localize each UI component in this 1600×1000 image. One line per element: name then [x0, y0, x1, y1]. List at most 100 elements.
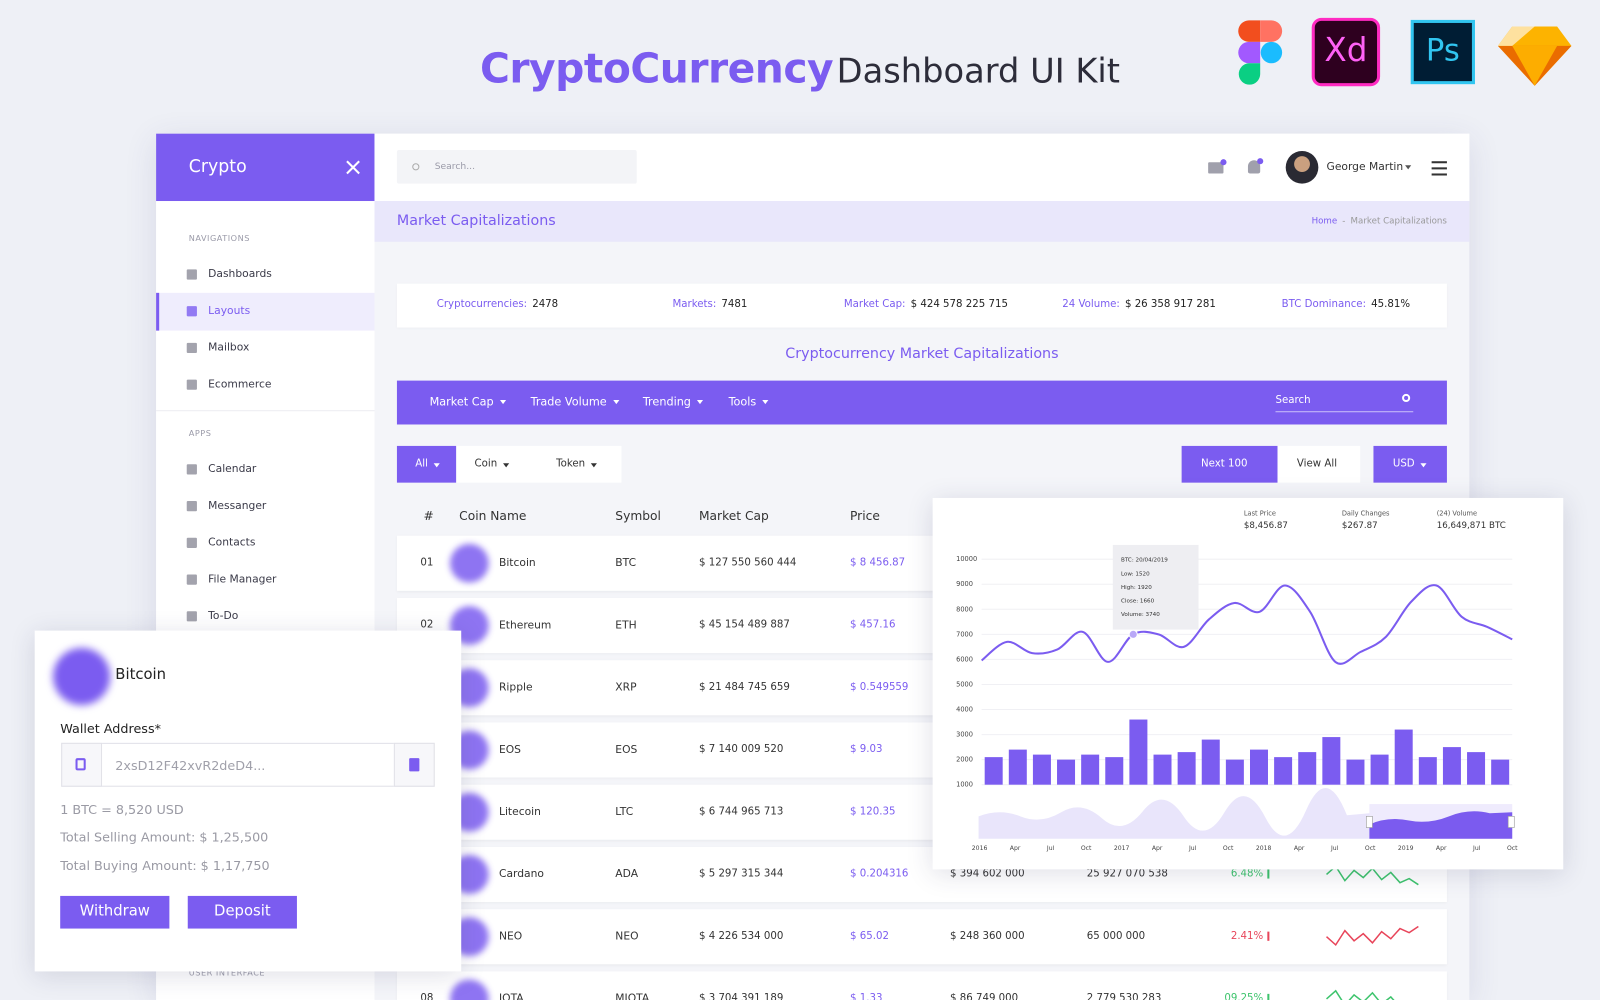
x-tick-label: Jul: [1188, 845, 1197, 852]
x-tick-label: Oct: [1365, 845, 1376, 852]
toolbar-menu[interactable]: Trade Volume: [530, 395, 607, 409]
stat: 24 Volume: $ 26 358 917 281: [1062, 299, 1221, 311]
coin-supply: 2 779 530 283: [1086, 992, 1162, 1000]
sidebar-item[interactable]: Dashboards: [208, 268, 272, 281]
chart: Last Price $8,456.87 Daily Changes $267.87 (…: [956, 509, 1518, 852]
toolbar: [396, 380, 1447, 425]
wallet-input-suffix[interactable]: [393, 742, 435, 787]
filter-button[interactable]: [1181, 445, 1278, 483]
sidebar-item-icon: [186, 379, 197, 390]
toolbar-menu[interactable]: Market Cap: [429, 395, 494, 409]
filter-button-label[interactable]: View All: [1296, 458, 1338, 470]
toolbar-menu[interactable]: Tools: [728, 395, 757, 409]
coin-symbol: NEO: [615, 930, 639, 943]
coin-price: $ 457.16: [849, 619, 896, 631]
coin-volume: $ 86 749 000: [949, 992, 1019, 1000]
user-name[interactable]: George Martin: [1326, 160, 1404, 174]
column-header: #: [423, 508, 434, 524]
wallet-button[interactable]: [187, 895, 297, 929]
wallet-address-input[interactable]: [61, 742, 435, 787]
coin-market-cap: $ 5 297 315 344: [698, 868, 784, 880]
navigator-area: [978, 787, 1370, 839]
avatar[interactable]: [1285, 151, 1319, 184]
x-tick-label: 2016: [972, 845, 988, 852]
wallet-buying: Total Buying Amount: $ 1,17,750: [60, 857, 270, 873]
wallet-input-prefix: [61, 742, 103, 787]
section-title: Cryptocurrency Market Capitalizations: [785, 345, 1059, 362]
menu-icon-bar: [1431, 173, 1447, 176]
filter-button[interactable]: [1373, 445, 1447, 483]
sidebar-item[interactable]: Mailbox: [208, 341, 250, 354]
filter-button-label[interactable]: Next 100: [1201, 458, 1248, 470]
coin-price: $ 65.02: [849, 930, 889, 942]
coin-name: Bitcoin: [498, 556, 536, 570]
breadcrumb-item: -: [1342, 216, 1346, 227]
stat: Market Cap: $ 424 578 225 715: [844, 299, 1013, 311]
title-rest: Dashboard UI Kit: [836, 51, 1121, 91]
coin-supply: 65 000 000: [1086, 930, 1146, 942]
caret-icon: [590, 463, 597, 468]
line: [980, 584, 1513, 665]
toolbar-search[interactable]: Search: [1275, 394, 1311, 407]
wallet-button-label[interactable]: Deposit: [214, 903, 271, 920]
search-box[interactable]: [396, 149, 637, 184]
x-tick-label: Apr: [1294, 845, 1305, 852]
chart-stat-label: Last Price: [1244, 509, 1276, 517]
coin-price: $ 8 456.87: [849, 557, 906, 569]
sidebar-item[interactable]: Layouts: [208, 304, 251, 318]
x-tick-label: Jul: [1472, 845, 1481, 852]
bar: [984, 757, 1003, 785]
stat: Markets: 7481: [672, 299, 752, 311]
coin-name: Ethereum: [498, 619, 552, 632]
wallet-address-label: Wallet Address*: [60, 720, 161, 737]
tooltip-line: BTC: 20/04/2019: [1121, 558, 1168, 564]
y-tick-label: 10000: [956, 555, 977, 563]
y-tick-label: 1000: [956, 781, 973, 789]
coin-change: 09.25%: [1224, 992, 1264, 1000]
column-header: Symbol: [615, 508, 661, 524]
wallet-button[interactable]: [60, 895, 170, 929]
sparkline-line: [1326, 989, 1395, 1000]
y-tick-label: 5000: [956, 680, 973, 688]
table-row[interactable]: [396, 909, 1447, 965]
sidebar-item[interactable]: Calendar: [208, 462, 257, 476]
wallet-button-label[interactable]: Withdraw: [79, 903, 150, 920]
tooltip-line: Low: 1520: [1121, 571, 1150, 577]
wallet-selling: Total Selling Amount: $ 1,25,500: [60, 829, 269, 845]
sidebar-item[interactable]: File Manager: [208, 573, 277, 586]
filter-tab-active: [396, 445, 457, 483]
y-tick-label: 9000: [956, 580, 973, 588]
breadcrumb-item[interactable]: Home: [1311, 216, 1338, 227]
filter-tab[interactable]: Token: [556, 458, 586, 470]
sidebar-item[interactable]: Contacts: [208, 536, 256, 549]
sidebar-item[interactable]: Ecommerce: [208, 378, 272, 391]
xd-icon: [1311, 17, 1381, 87]
stat: Cryptocurrencies: 2478: [437, 299, 564, 311]
bitcoin-icon: [75, 758, 86, 771]
table-row[interactable]: [396, 971, 1447, 1000]
coin-market-cap: $ 127 550 560 444: [698, 557, 797, 569]
xd-label: Xd: [1324, 31, 1367, 69]
filter-button[interactable]: [1277, 445, 1361, 483]
y-tick-label: 7000: [956, 630, 973, 638]
bar: [1057, 759, 1076, 785]
y-tick-label: 4000: [956, 706, 973, 714]
file-icon: [409, 758, 420, 772]
sidebar-item-icon: [186, 342, 197, 354]
toolbar-menu[interactable]: Trending: [642, 395, 691, 409]
sidebar-item[interactable]: To-Do: [208, 609, 239, 623]
filter-tab[interactable]: All: [415, 458, 428, 470]
coin-market-cap: $ 7 140 009 520: [698, 743, 784, 756]
coin-symbol: LTC: [615, 805, 634, 819]
bar: [1298, 752, 1317, 785]
filter-button-label[interactable]: USD: [1392, 458, 1415, 470]
coin-symbol: EOS: [615, 743, 638, 756]
sidebar-item[interactable]: Messanger: [208, 499, 267, 512]
filter-tab[interactable]: Coin: [474, 458, 498, 470]
navigator-handle: [1366, 816, 1373, 828]
bar: [1346, 759, 1365, 785]
x-tick-label: 2017: [1114, 845, 1130, 852]
coin-name: EOS: [498, 743, 521, 756]
